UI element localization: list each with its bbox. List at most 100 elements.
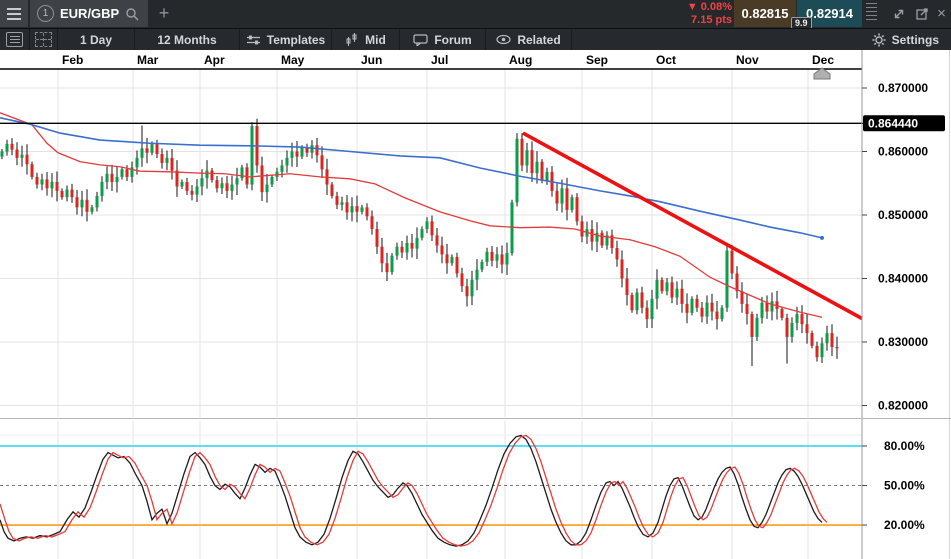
candle-body [50,181,54,189]
stoch-axis[interactable]: 80.00% 50.00% 20.00% [862,439,925,532]
expand-icon[interactable] [890,5,907,22]
candle-body [265,184,269,193]
candle-body [735,273,739,292]
candle-body [670,282,674,298]
svg-text:Jul: Jul [431,53,448,67]
watchlist-button[interactable] [0,29,30,50]
stoch-k-line [0,434,823,547]
candle-body [750,314,754,337]
candle-body [455,256,459,274]
close-icon[interactable]: × [937,5,946,22]
popout-icon[interactable] [913,5,930,22]
candle-body [420,228,424,238]
candle-body [115,176,119,182]
scale-drag-handle[interactable] [866,3,877,20]
candle-body [655,279,659,299]
svg-text:Jun: Jun [361,53,382,67]
candle-body [280,165,284,172]
svg-text:50.00%: 50.00% [884,479,925,493]
candle-body [385,263,389,273]
speech-bubble-icon [413,33,428,46]
candle-body [315,145,319,156]
add-tab-button[interactable]: + [158,3,170,23]
stoch-level-lines[interactable] [0,445,862,526]
candle-body [240,167,244,179]
candle-body [650,298,654,320]
instrument-tab[interactable]: 1 EUR/GBP [30,0,148,27]
candle-body [645,307,649,320]
svg-text:0.850000: 0.850000 [878,208,928,222]
candle-body [410,242,414,249]
candle-body [125,169,129,177]
candle-body [475,269,479,280]
period-button[interactable]: 1 Day [58,29,135,50]
candle-body [710,302,714,312]
candle-body [180,181,184,187]
menu-button[interactable] [0,0,28,27]
mid-price-button[interactable]: Mid [332,29,400,50]
candle-body [830,333,834,348]
svg-text:20.00%: 20.00% [884,518,925,532]
candle-body [355,206,359,212]
related-button[interactable]: Related [486,29,572,50]
candle-body [790,322,794,337]
candle-body [505,253,509,265]
range-button[interactable]: 12 Months [135,29,240,50]
candlestick-icon [346,33,357,46]
candle-body [685,303,689,313]
candles [0,118,839,367]
candle-body [610,235,614,249]
settings-button[interactable]: Settings [860,29,951,50]
layout-button[interactable] [30,29,58,50]
candle-body [540,161,544,181]
sliders-icon [246,35,260,44]
candle-body [160,154,164,163]
candle-body [605,235,609,246]
candle-body [215,180,219,189]
candle-body [460,273,464,287]
candle-body [575,197,579,222]
candle-body [170,157,174,171]
candle-body [75,197,79,208]
sell-price-button[interactable]: 0.82815 [734,0,796,27]
candle-body [570,197,574,210]
candle-body [100,181,104,196]
forum-button[interactable]: Forum [400,29,486,50]
tab-number-badge: 1 [37,5,54,22]
svg-text:0.864440: 0.864440 [868,116,918,130]
toolbar: 1 Day 12 Months Templates Mid [0,28,951,50]
candle-body [210,170,214,181]
candle-body [525,150,529,166]
candle-body [345,202,349,213]
candle-body [535,161,539,174]
candle-body [580,221,584,237]
candle-body [30,164,34,177]
level-price-label[interactable] [863,115,945,132]
svg-text:May: May [281,53,305,67]
search-icon[interactable] [125,7,139,21]
candle-body [440,245,444,255]
svg-text:Apr: Apr [204,53,225,67]
price-axis[interactable]: 0.870000 0.860000 0.850000 0.840000 0.830000… [861,50,951,559]
candle-body [765,302,769,312]
candle-body [130,167,134,177]
candle-body [335,195,339,205]
candle-body [300,147,304,157]
candle-body [330,184,334,196]
candle-body [800,314,804,325]
templates-button[interactable]: Templates [240,29,332,50]
latest-marker-icon[interactable] [813,67,831,80]
candle-body [190,190,194,195]
candle-body [55,181,59,191]
candle-body [360,207,364,212]
down-arrow-icon: ▼ [686,1,698,13]
candle-body [730,250,734,274]
trendline[interactable] [522,131,863,321]
candle-body [720,307,724,320]
candle-body [220,183,224,189]
candle-body [295,151,299,157]
time-axis[interactable]: Feb Mar Apr May Jun Jul Aug Sep Oct Nov Dec [62,53,834,67]
candle-body [745,303,749,315]
